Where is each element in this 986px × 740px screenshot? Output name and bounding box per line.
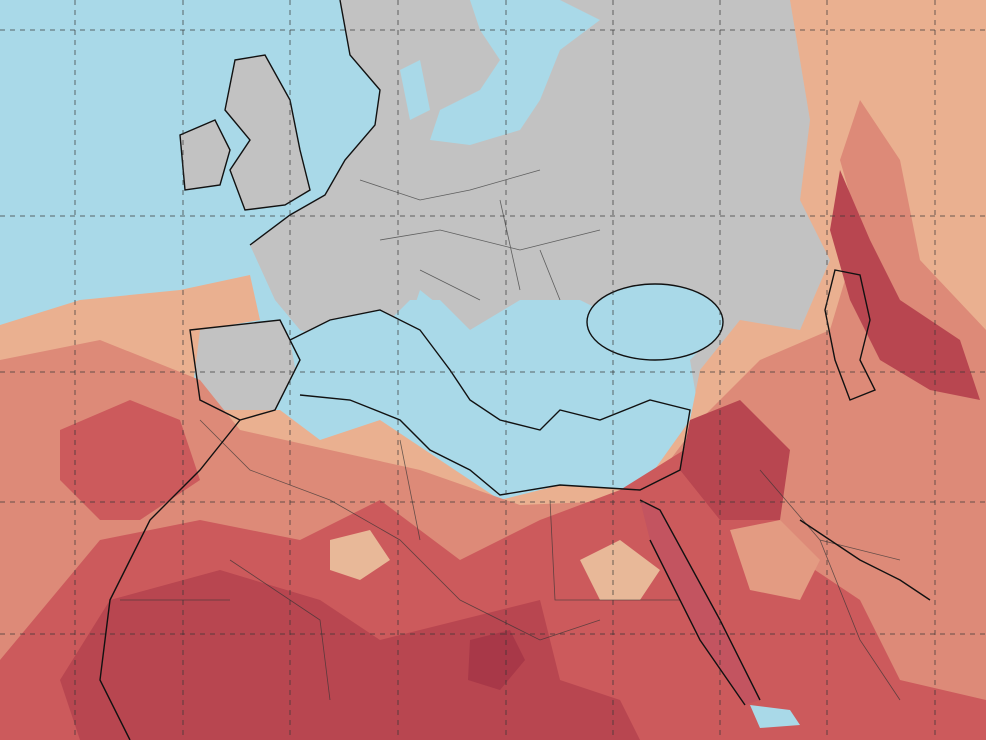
iberia <box>190 320 300 420</box>
dust-low-patch <box>580 540 660 600</box>
dust-very-high-sahel <box>60 570 640 740</box>
ireland <box>180 120 230 190</box>
dust-peak <box>468 630 525 690</box>
dust-very-high-levant <box>680 400 790 520</box>
kattegat <box>400 60 430 120</box>
coastlines <box>99 0 931 740</box>
red-sea-area <box>640 500 760 705</box>
great-britain <box>225 55 310 210</box>
dust-low-patch <box>330 530 390 580</box>
borders <box>120 169 901 701</box>
gulf-of-aden <box>750 705 800 728</box>
dust-high-west <box>60 400 200 520</box>
dust-very-high-plume <box>830 170 980 400</box>
adriatic <box>415 290 500 370</box>
baltic-sea <box>430 0 600 145</box>
black-sea <box>587 284 723 360</box>
mediterranean <box>290 310 690 495</box>
red-sea <box>640 500 760 705</box>
dust-low-patch <box>730 520 820 600</box>
